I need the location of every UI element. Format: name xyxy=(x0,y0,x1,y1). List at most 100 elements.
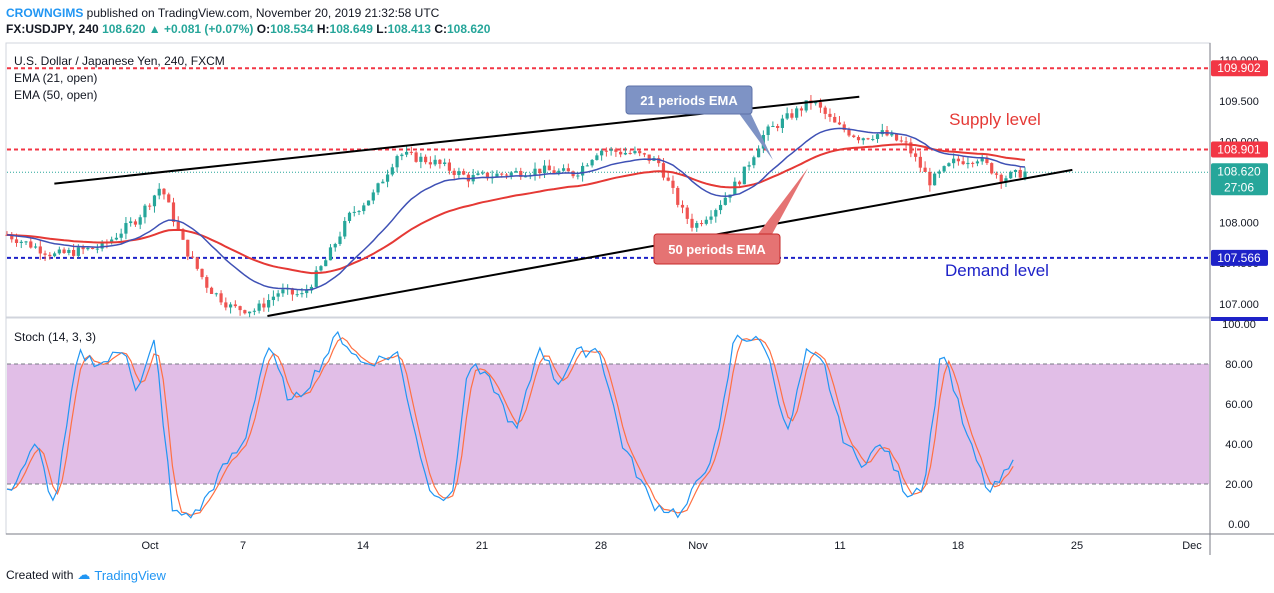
change-arrow-icon: ▲ xyxy=(148,22,161,36)
candle-body xyxy=(609,149,613,151)
tradingview-brand[interactable]: TradingView xyxy=(94,567,166,583)
candle-body xyxy=(699,223,704,225)
candle-body xyxy=(495,173,499,177)
candle-body xyxy=(523,176,528,178)
candle-body xyxy=(443,162,447,164)
candle-body xyxy=(642,153,647,155)
candle-body xyxy=(243,310,247,314)
candle-body xyxy=(319,266,323,271)
candle-body xyxy=(271,296,275,301)
time-tick-label: 28 xyxy=(595,540,607,552)
candle-body xyxy=(790,113,794,118)
time-tick-label: 11 xyxy=(834,540,845,552)
candle-body xyxy=(576,175,580,177)
ema21-legend[interactable]: EMA (21, open) xyxy=(14,71,98,85)
candle-body xyxy=(267,300,271,308)
candle-body xyxy=(347,212,352,221)
ema21-line[interactable] xyxy=(6,127,1026,291)
candle-body xyxy=(314,270,318,287)
candle-body xyxy=(952,158,956,164)
author-name[interactable]: CROWNGIMS xyxy=(6,6,84,20)
candle-body xyxy=(828,113,832,117)
candle-body xyxy=(804,100,808,111)
stoch-k-line xyxy=(6,330,1014,519)
candle-countdown: 27:06 xyxy=(1224,180,1254,194)
candle-body xyxy=(305,290,309,294)
candle-body xyxy=(690,218,694,228)
candle-body xyxy=(452,170,456,176)
candle-body xyxy=(714,210,718,217)
candle-body xyxy=(871,139,875,141)
candle-body xyxy=(433,159,437,165)
ema21-callout[interactable]: 21 periods EMA xyxy=(625,85,773,160)
candle-body xyxy=(133,221,138,225)
candle-body xyxy=(252,310,256,312)
ema50-callout[interactable]: 50 periods EMA xyxy=(653,168,808,265)
high-label: H: xyxy=(316,22,330,36)
stoch-tick-label: 100.00 xyxy=(1222,319,1256,331)
candle-body xyxy=(195,257,199,269)
demand-price-tag: 107.566 xyxy=(1211,249,1268,266)
candle-body xyxy=(176,221,180,230)
footer: Created with ☁ TradingView xyxy=(6,567,166,583)
candle-body xyxy=(1013,169,1018,173)
candle-body xyxy=(875,134,880,140)
candle-body xyxy=(519,170,523,177)
candle-body xyxy=(628,152,632,154)
candle-body xyxy=(942,166,946,172)
candle-body xyxy=(95,248,99,250)
stoch-tick-label: 60.00 xyxy=(1225,399,1253,411)
supply-price-tag: 109.902 xyxy=(1211,60,1268,77)
candle-body xyxy=(290,288,295,295)
svg-text:107.566: 107.566 xyxy=(1217,251,1261,265)
candle-body xyxy=(795,108,799,118)
stoch-axis-ticks: 100.00 80.00 60.00 40.00 20.00 0.00 xyxy=(1222,319,1256,531)
candle-body xyxy=(623,152,628,155)
candle-body xyxy=(86,247,90,250)
ema50-callout-text: 50 periods EMA xyxy=(668,242,766,257)
candle-body xyxy=(538,168,542,174)
candle-body xyxy=(186,239,190,257)
publish-info: CROWNGIMS published on TradingView.com, … xyxy=(6,6,439,20)
time-tick-label: Nov xyxy=(688,540,708,552)
candle-body xyxy=(557,170,561,174)
candle-body xyxy=(138,217,142,225)
instrument-legend[interactable]: U.S. Dollar / Japanese Yen, 240, FXCM xyxy=(14,54,225,68)
time-tick-label: Dec xyxy=(1182,540,1202,552)
candle-body xyxy=(561,168,566,171)
candle-body xyxy=(638,151,642,154)
candle-body xyxy=(619,151,623,155)
candle-body xyxy=(457,171,461,176)
time-tick-label: 7 xyxy=(240,540,246,552)
candle-body xyxy=(52,253,57,257)
candle-body xyxy=(1009,172,1013,179)
candle-body xyxy=(257,303,261,311)
candle-body xyxy=(737,181,742,185)
candle-body xyxy=(971,162,975,164)
candle-body xyxy=(533,168,537,175)
candle-body xyxy=(956,158,961,162)
candle-body xyxy=(514,170,518,173)
candle-body xyxy=(71,249,76,256)
tradingview-logo-icon[interactable]: ☁ xyxy=(77,567,91,582)
time-tick-label: 25 xyxy=(1071,540,1083,552)
stoch-legend[interactable]: Stoch (14, 3, 3) xyxy=(14,330,97,344)
candle-body xyxy=(633,151,637,154)
candle-body xyxy=(414,152,418,162)
candle-body xyxy=(76,247,80,256)
candle-body xyxy=(904,141,908,143)
candle-body xyxy=(233,304,237,307)
candle-body xyxy=(718,204,723,211)
ema50-legend[interactable]: EMA (50, open) xyxy=(14,88,98,102)
candle-body xyxy=(500,173,504,175)
candle-body xyxy=(424,156,428,163)
candle-body xyxy=(547,165,551,171)
candle-body xyxy=(657,158,661,164)
candle-body xyxy=(91,247,95,250)
open-label: O: xyxy=(256,22,271,36)
ema50-line[interactable] xyxy=(6,143,1026,275)
svg-text:109.902: 109.902 xyxy=(1217,61,1261,75)
close-value: 108.620 xyxy=(447,22,491,36)
candle-body xyxy=(595,155,599,160)
